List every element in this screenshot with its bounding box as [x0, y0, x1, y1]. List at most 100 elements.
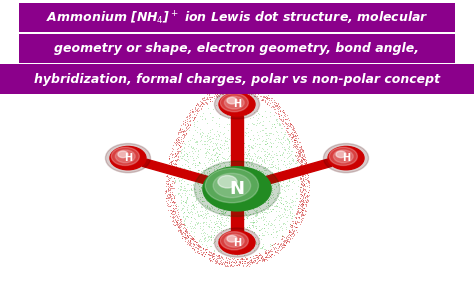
Point — [200, 138, 208, 143]
Point — [246, 260, 253, 265]
Point — [224, 169, 232, 173]
Point — [264, 188, 271, 193]
Point — [285, 230, 292, 235]
Point — [177, 195, 185, 200]
Point — [194, 155, 202, 160]
Point — [259, 241, 266, 246]
Point — [301, 211, 309, 216]
Point — [296, 214, 303, 219]
Point — [221, 222, 228, 227]
Point — [229, 181, 237, 186]
Point — [294, 224, 301, 229]
Point — [196, 103, 204, 107]
Point — [276, 109, 284, 114]
Point — [190, 111, 198, 116]
Point — [235, 190, 242, 195]
Point — [259, 89, 267, 94]
Point — [294, 147, 302, 152]
Point — [223, 181, 230, 186]
Point — [274, 183, 282, 188]
Point — [234, 158, 241, 163]
Point — [220, 89, 228, 94]
Point — [288, 135, 296, 140]
Point — [231, 213, 239, 218]
Point — [182, 235, 189, 239]
Point — [234, 179, 241, 184]
Point — [263, 165, 270, 170]
Point — [173, 140, 180, 145]
Point — [294, 208, 301, 213]
Point — [231, 130, 238, 135]
Point — [254, 199, 261, 204]
Point — [201, 177, 209, 182]
Point — [298, 207, 306, 212]
Point — [283, 237, 291, 242]
Point — [228, 139, 236, 144]
Point — [257, 168, 264, 173]
Point — [244, 256, 251, 261]
Point — [233, 179, 241, 184]
Point — [243, 196, 251, 201]
Point — [229, 188, 237, 193]
Point — [245, 187, 252, 192]
Point — [181, 234, 188, 239]
Point — [188, 234, 196, 239]
Point — [238, 188, 246, 192]
Point — [222, 215, 230, 220]
Point — [239, 172, 247, 177]
Point — [194, 213, 202, 218]
Point — [238, 189, 246, 194]
Point — [199, 252, 206, 257]
Point — [222, 187, 230, 192]
Point — [234, 83, 242, 88]
Point — [218, 211, 226, 216]
Point — [301, 201, 309, 206]
Point — [214, 157, 222, 161]
Point — [294, 214, 302, 219]
Point — [281, 147, 289, 152]
Point — [218, 85, 225, 90]
Point — [214, 196, 221, 201]
Point — [277, 136, 284, 141]
Point — [168, 196, 176, 200]
Point — [258, 209, 265, 214]
Point — [248, 200, 255, 205]
Point — [232, 157, 239, 161]
Point — [249, 260, 257, 265]
Point — [265, 204, 273, 209]
Point — [209, 160, 216, 165]
Point — [180, 218, 188, 223]
Point — [214, 173, 222, 178]
Point — [298, 211, 306, 216]
Point — [256, 154, 264, 159]
Point — [224, 188, 232, 193]
Point — [199, 189, 206, 194]
Point — [235, 198, 242, 203]
Point — [241, 185, 248, 189]
Point — [257, 170, 264, 175]
Point — [210, 233, 218, 238]
Point — [236, 228, 243, 233]
Point — [281, 113, 288, 118]
Point — [233, 156, 241, 161]
Point — [287, 229, 294, 234]
Point — [213, 220, 220, 225]
Point — [270, 181, 277, 186]
Point — [234, 188, 241, 193]
Point — [302, 208, 310, 213]
Point — [207, 250, 215, 255]
Point — [295, 172, 302, 177]
Point — [248, 202, 256, 207]
Point — [233, 187, 240, 192]
Point — [214, 188, 221, 193]
Point — [255, 253, 262, 258]
Point — [235, 228, 243, 233]
Point — [234, 190, 241, 195]
Point — [259, 179, 266, 184]
Point — [164, 173, 171, 178]
Point — [204, 170, 211, 175]
Point — [287, 223, 294, 227]
Point — [201, 145, 209, 150]
Point — [279, 234, 286, 239]
Point — [234, 179, 241, 184]
